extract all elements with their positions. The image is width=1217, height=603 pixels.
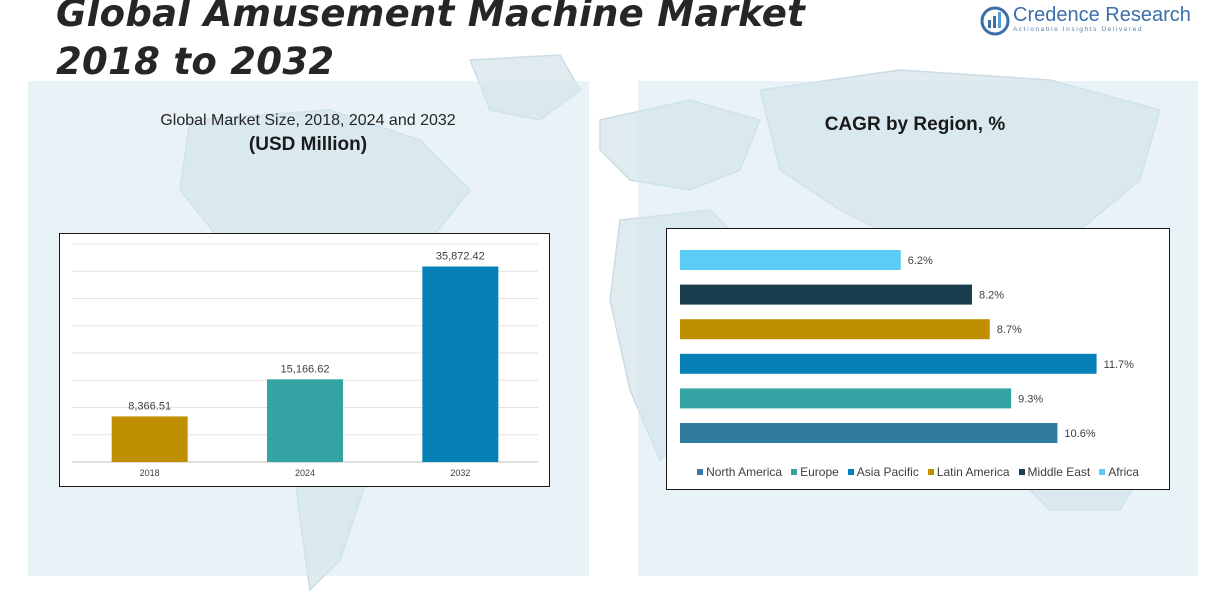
data-label-middle-east: 8.2% bbox=[979, 290, 1004, 302]
legend-label-middle-east: Middle East bbox=[1027, 465, 1091, 479]
x-tick-label-2032: 2032 bbox=[450, 468, 470, 478]
page-title-line-2: 2018 to 2032 bbox=[56, 40, 335, 83]
legend-item-north-america: North America bbox=[697, 465, 782, 479]
bar-middle-east bbox=[680, 284, 972, 305]
legend-swatch-asia-pacific bbox=[847, 469, 854, 475]
market-size-chart: 8,366.51 2018 15,166.62 2024 35,872.42 2032 bbox=[59, 233, 550, 487]
company-logo: Credence Research Actionable Insights De… bbox=[980, 4, 1191, 38]
cagr-chart-plot: 6.2% 8.2% 8.7% 11.7% 9.3% 10.6% bbox=[680, 250, 1135, 443]
legend-item-middle-east: Middle East bbox=[1018, 465, 1091, 479]
bar-asia-pacific bbox=[680, 353, 1097, 374]
data-label-africa: 6.2% bbox=[908, 255, 933, 267]
legend-item-africa: Africa bbox=[1099, 465, 1139, 479]
market-size-chart-unit: (USD Million) bbox=[248, 134, 368, 155]
legend-label-latin-america: Latin America bbox=[936, 465, 1010, 479]
x-tick-label-2024: 2024 bbox=[295, 468, 315, 478]
cagr-chart-legend: North America Europe Asia Pacific Latin Ame… bbox=[667, 465, 1169, 479]
market-size-chart-title: Global Market Size, 2018, 2024 and 2032 bbox=[160, 112, 456, 129]
bar-africa bbox=[680, 250, 901, 270]
page-title-line-1: Global Amusement Machine Market bbox=[56, 0, 806, 35]
legend-swatch-africa bbox=[1099, 469, 1106, 475]
x-tick-label-2018: 2018 bbox=[140, 468, 160, 478]
data-label-europe: 9.3% bbox=[1018, 393, 1043, 405]
bar-north-america bbox=[680, 423, 1058, 443]
bar-2018 bbox=[111, 416, 188, 462]
data-label-2018: 8,366.51 bbox=[128, 400, 171, 412]
cagr-by-region-chart: 6.2% 8.2% 8.7% 11.7% 9.3% 10.6% North America… bbox=[666, 228, 1170, 490]
legend-item-asia-pacific: Asia Pacific bbox=[847, 465, 919, 479]
bar-2024 bbox=[267, 379, 343, 462]
page-title: Global Amusement Machine Market 2018 to … bbox=[56, 0, 816, 86]
legend-item-latin-america: Latin America bbox=[927, 465, 1010, 479]
logo-wordmark: Credence Research bbox=[1013, 4, 1191, 26]
legend-label-europe: Europe bbox=[800, 465, 839, 479]
legend-label-asia-pacific: Asia Pacific bbox=[856, 465, 919, 479]
legend-label-africa: Africa bbox=[1108, 465, 1139, 479]
data-label-asia-pacific: 11.7% bbox=[1104, 359, 1135, 371]
bar-2032 bbox=[422, 266, 499, 462]
bar-latin-america bbox=[680, 319, 990, 340]
cagr-chart-title: CAGR by Region, % bbox=[824, 114, 1006, 135]
data-label-north-america: 10.6% bbox=[1064, 428, 1095, 440]
legend-swatch-north-america bbox=[697, 469, 704, 475]
legend-swatch-latin-america bbox=[927, 469, 934, 475]
legend-label-north-america: North America bbox=[706, 465, 783, 479]
logo-icon bbox=[980, 6, 1010, 36]
legend-swatch-europe bbox=[791, 469, 798, 475]
bar-europe bbox=[680, 388, 1012, 409]
data-label-2024: 15,166.62 bbox=[281, 363, 330, 375]
market-size-chart-plot: 8,366.51 2018 15,166.62 2024 35,872.42 2032 bbox=[72, 243, 538, 478]
logo-tagline: Actionable Insights Delivered bbox=[1013, 26, 1144, 33]
data-label-2032: 35,872.42 bbox=[436, 250, 485, 262]
data-label-latin-america: 8.7% bbox=[997, 324, 1022, 336]
legend-swatch-middle-east bbox=[1018, 469, 1025, 475]
legend-item-europe: Europe bbox=[791, 465, 839, 479]
